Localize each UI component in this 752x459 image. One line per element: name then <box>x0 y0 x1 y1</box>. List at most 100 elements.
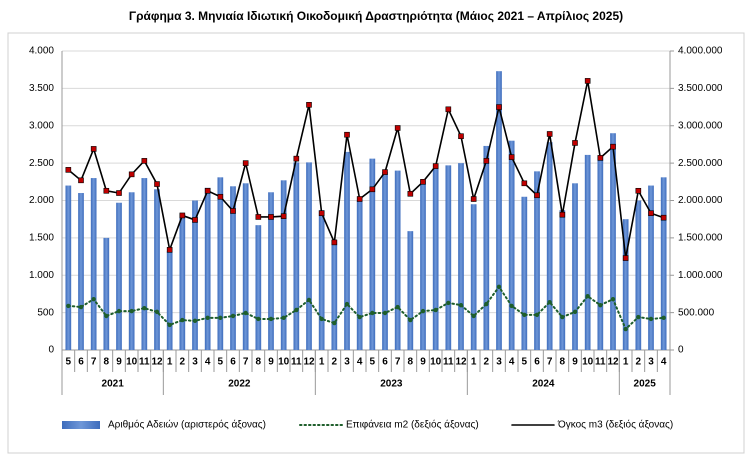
bar <box>255 225 262 350</box>
x-tick-label: 4 <box>661 357 667 368</box>
marker <box>420 308 426 314</box>
marker <box>91 296 96 302</box>
year-label: 2023 <box>380 379 403 390</box>
bar <box>242 183 249 350</box>
y-tick-label: 1.500 <box>29 233 54 244</box>
marker <box>331 239 338 246</box>
y-tick-label: 500 <box>37 307 54 318</box>
x-tick-label: 8 <box>560 357 566 368</box>
marker <box>205 315 210 321</box>
marker <box>420 179 426 185</box>
year-label: 2025 <box>634 379 657 390</box>
marker <box>636 314 641 320</box>
marker <box>572 309 578 315</box>
marker <box>179 212 186 219</box>
marker <box>357 314 362 320</box>
x-tick-label: 2 <box>484 357 490 368</box>
bar <box>597 155 604 350</box>
y-tick-label: 3.500 <box>29 83 54 94</box>
marker <box>408 317 413 323</box>
bar <box>268 192 274 350</box>
marker <box>268 316 274 322</box>
x-tick-label: 4 <box>357 357 363 368</box>
marker <box>154 309 160 315</box>
x-tick-label: 6 <box>382 357 388 368</box>
bar <box>458 163 464 350</box>
marker <box>204 187 211 194</box>
marker <box>471 313 476 319</box>
bar <box>344 151 350 350</box>
bar <box>584 154 591 350</box>
marker <box>483 158 490 164</box>
marker <box>344 301 350 307</box>
marker <box>382 310 388 316</box>
x-tick-label: 12 <box>607 357 619 368</box>
bar <box>394 170 401 350</box>
year-label: 2021 <box>102 379 125 390</box>
marker <box>648 316 654 322</box>
x-tick-label: 10 <box>582 357 594 368</box>
y2-tick-label: 2.500.000 <box>678 158 723 169</box>
marker <box>218 315 223 321</box>
bar <box>382 172 388 350</box>
line-series <box>67 80 665 259</box>
marker <box>597 155 604 161</box>
marker <box>306 297 312 303</box>
marker <box>395 304 400 310</box>
legend-label: Επιφάνεια m2 (δεξιός άξονας) <box>346 419 479 431</box>
bar <box>407 231 414 350</box>
x-tick-label: 9 <box>116 357 122 368</box>
y-tick-label: 3.000 <box>29 120 54 131</box>
marker <box>319 316 324 322</box>
marker <box>572 140 578 146</box>
marker <box>141 158 148 164</box>
x-tick-label: 11 <box>291 357 302 368</box>
x-tick-label: 5 <box>218 357 224 368</box>
marker <box>610 296 616 302</box>
marker <box>318 210 325 217</box>
x-tick-label: 10 <box>126 357 138 368</box>
marker <box>648 210 654 217</box>
bar <box>306 162 312 350</box>
bar <box>166 251 173 350</box>
bar <box>470 204 477 350</box>
chart-frame <box>7 32 745 454</box>
y-tick-label: 2.000 <box>29 195 54 206</box>
y2-tick-label: 1.500.000 <box>678 233 723 244</box>
year-label: 2022 <box>228 379 251 390</box>
x-tick-label: 7 <box>395 357 401 368</box>
x-tick-label: 4 <box>205 357 211 368</box>
marker <box>294 307 299 313</box>
marker <box>598 302 603 308</box>
marker <box>458 133 464 140</box>
x-tick-label: 2 <box>180 357 186 368</box>
marker <box>585 293 590 299</box>
bar <box>318 210 325 350</box>
marker <box>103 187 110 194</box>
marker <box>78 177 84 184</box>
marker <box>243 310 248 316</box>
x-tick-label: 10 <box>430 357 442 368</box>
marker <box>432 163 439 169</box>
y-tick-label: 1.000 <box>29 270 54 281</box>
marker <box>166 247 173 253</box>
bar <box>116 202 122 350</box>
marker <box>470 196 477 202</box>
marker <box>623 326 628 332</box>
marker <box>344 131 350 138</box>
marker <box>407 190 414 197</box>
marker <box>167 322 172 328</box>
bar <box>331 240 338 350</box>
bar <box>103 237 110 350</box>
marker <box>484 301 489 307</box>
x-tick-label: 3 <box>496 357 502 368</box>
x-tick-label: 12 <box>151 357 163 368</box>
x-tick-label: 8 <box>408 357 414 368</box>
marker <box>458 302 464 308</box>
marker <box>192 217 198 223</box>
marker <box>370 310 375 316</box>
marker <box>496 104 502 110</box>
x-tick-label: 9 <box>268 357 274 368</box>
x-tick-label: 9 <box>572 357 578 368</box>
x-tick-label: 5 <box>66 357 72 368</box>
